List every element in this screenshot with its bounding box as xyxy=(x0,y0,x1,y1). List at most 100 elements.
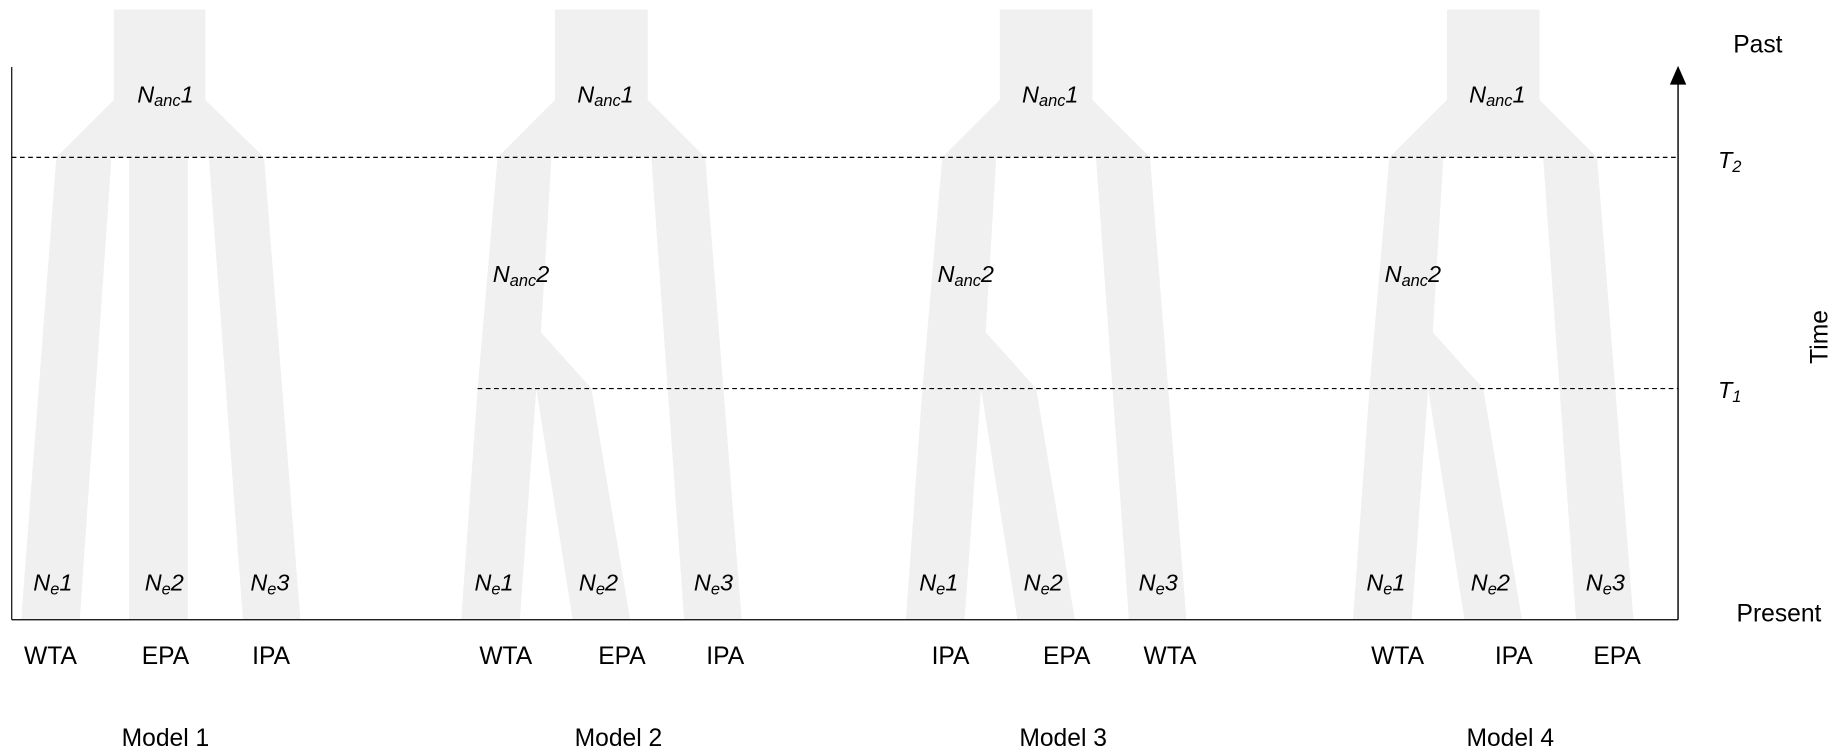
split-branch xyxy=(1353,157,1522,620)
subscript: anc xyxy=(154,93,181,111)
branch xyxy=(21,157,112,620)
symbol: N xyxy=(1024,570,1041,596)
index: 1 xyxy=(945,570,958,596)
ancestral-size: Nanc1 xyxy=(1469,82,1525,111)
symbol: N xyxy=(694,570,711,596)
effective-size: Ne3 xyxy=(1139,570,1178,599)
effective-size: Ne2 xyxy=(1471,570,1510,599)
ancestral-trunk xyxy=(942,9,1150,158)
symbol: N xyxy=(474,570,491,596)
index: 3 xyxy=(1612,570,1625,596)
effective-size: Ne2 xyxy=(579,570,618,599)
population-label: IPA xyxy=(706,643,744,670)
index: 2 xyxy=(980,261,994,287)
population-label: EPA xyxy=(598,643,646,670)
symbol: N xyxy=(137,82,154,108)
index: 2 xyxy=(1427,261,1441,287)
index: 1 xyxy=(181,82,194,108)
index: 1 xyxy=(1392,570,1405,596)
symbol: N xyxy=(33,570,50,596)
symbol: N xyxy=(1469,82,1486,108)
ancestral-size: Nanc2 xyxy=(1385,261,1441,290)
time-marker: T1 xyxy=(1718,377,1741,406)
symbol: N xyxy=(938,261,955,287)
index: 3 xyxy=(1165,570,1178,596)
model-title: Model 2 xyxy=(575,725,663,752)
index: 1 xyxy=(1065,82,1078,108)
index: 1 xyxy=(501,570,514,596)
index: 2 xyxy=(1049,570,1063,596)
symbol: N xyxy=(1471,570,1488,596)
subscript: e xyxy=(936,581,945,599)
effective-size: Ne1 xyxy=(474,570,513,599)
subscript: e xyxy=(162,581,171,599)
subscript: e xyxy=(491,581,500,599)
subscript: e xyxy=(1383,581,1392,599)
index: 3 xyxy=(276,570,289,596)
population-label: IPA xyxy=(252,643,290,670)
symbol: N xyxy=(250,570,267,596)
model-title: Model 4 xyxy=(1466,725,1554,752)
population-label: WTA xyxy=(479,643,532,670)
effective-size: Ne2 xyxy=(1024,570,1063,599)
ancestral-size: Nanc1 xyxy=(137,82,193,111)
effective-size: Ne2 xyxy=(145,570,184,599)
index: 2 xyxy=(604,570,618,596)
model-title: Model 3 xyxy=(1019,725,1107,752)
subscript: anc xyxy=(1039,93,1066,111)
symbol: N xyxy=(1022,82,1039,108)
time-arrow xyxy=(1669,65,1687,85)
branch xyxy=(651,157,742,620)
subscript: anc xyxy=(594,93,621,111)
symbol: N xyxy=(919,570,936,596)
symbol: N xyxy=(1139,570,1156,596)
ancestral-trunk xyxy=(497,9,706,158)
symbol: N xyxy=(577,82,594,108)
symbol: N xyxy=(1586,570,1603,596)
population-label: EPA xyxy=(1043,643,1091,670)
effective-size: Ne3 xyxy=(1586,570,1625,599)
subscript: e xyxy=(1156,581,1165,599)
past-label: Past xyxy=(1733,31,1782,58)
ancestral-size: Nanc2 xyxy=(493,261,549,290)
ancestral-trunk xyxy=(1389,9,1598,158)
symbol: T xyxy=(1718,147,1734,173)
index: 2 xyxy=(1496,570,1510,596)
subscript: e xyxy=(711,581,720,599)
branch xyxy=(1096,157,1187,620)
subscript: e xyxy=(267,581,276,599)
population-label: WTA xyxy=(1144,643,1197,670)
effective-size: Ne3 xyxy=(250,570,289,599)
ancestral-size: Nanc2 xyxy=(938,261,994,290)
index: 1 xyxy=(1513,82,1526,108)
time-marker: T2 xyxy=(1718,147,1741,176)
time-label: Time xyxy=(1807,310,1834,364)
subscript: e xyxy=(596,581,605,599)
index: 2 xyxy=(535,261,549,287)
symbol: N xyxy=(1385,261,1402,287)
tree-shapes xyxy=(21,9,1634,620)
ancestral-size: Nanc1 xyxy=(1022,82,1078,111)
ancestral-size: Nanc1 xyxy=(577,82,633,111)
subscript: e xyxy=(1603,581,1612,599)
subscript: e xyxy=(1041,581,1050,599)
symbol: N xyxy=(145,570,162,596)
subscript: e xyxy=(50,581,59,599)
effective-size: Ne1 xyxy=(919,570,958,599)
model-title: Model 1 xyxy=(122,725,210,752)
population-label: EPA xyxy=(142,643,190,670)
symbol: T xyxy=(1718,377,1734,403)
index: 3 xyxy=(720,570,733,596)
effective-size: Ne1 xyxy=(1366,570,1405,599)
effective-size: Ne1 xyxy=(33,570,72,599)
population-label: IPA xyxy=(932,643,970,670)
symbol: N xyxy=(579,570,596,596)
symbol: N xyxy=(1366,570,1383,596)
present-label: Present xyxy=(1737,601,1822,628)
subscript: 2 xyxy=(1731,158,1741,176)
index: 2 xyxy=(170,570,184,596)
effective-size: Ne3 xyxy=(694,570,733,599)
subscript: anc xyxy=(954,272,981,290)
